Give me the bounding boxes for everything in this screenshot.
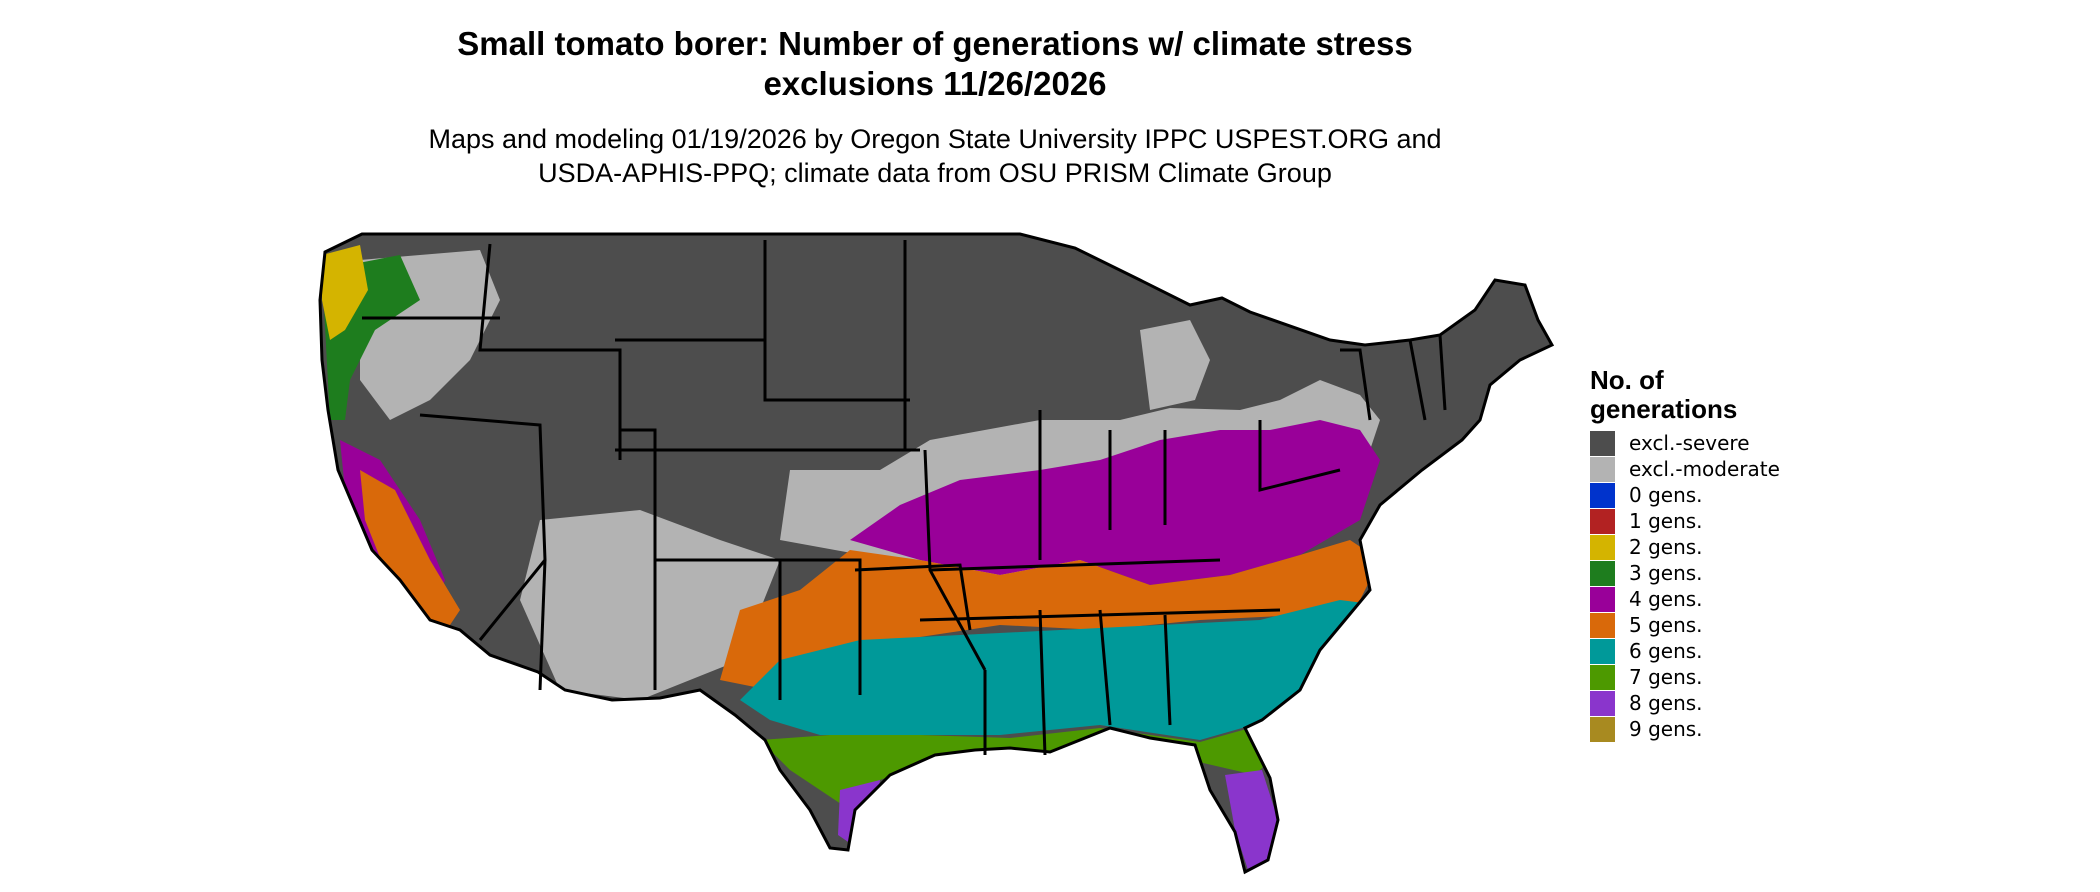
legend-item-4-gens: 4 gens. <box>1590 586 1780 612</box>
legend-label: 4 gens. <box>1629 587 1703 611</box>
map-title: Small tomato borer: Number of generation… <box>0 24 1870 104</box>
zone-4-gens <box>850 420 1380 585</box>
zone-2-gens <box>322 245 368 340</box>
zone-6-gens <box>740 600 1380 740</box>
legend-swatch <box>1590 638 1615 664</box>
title-line-2: exclusions 11/26/2026 <box>763 65 1107 102</box>
legend-swatch <box>1590 612 1615 638</box>
us-generations-map <box>318 232 1554 874</box>
legend-label: 9 gens. <box>1629 717 1703 741</box>
legend-title: No. of generations <box>1590 366 1780 424</box>
zone-5-gens-california <box>360 470 460 640</box>
legend-swatch <box>1590 716 1615 742</box>
legend-label: 5 gens. <box>1629 613 1703 637</box>
legend: No. of generations excl.-severe excl.-mo… <box>1590 366 1780 742</box>
legend-label: 2 gens. <box>1629 535 1703 559</box>
zone-8-gens-florida <box>1225 770 1278 870</box>
legend-label: 6 gens. <box>1629 639 1703 663</box>
legend-swatch <box>1590 690 1615 716</box>
legend-item-excl-severe: excl.-severe <box>1590 430 1780 456</box>
legend-title-line-1: No. of <box>1590 365 1664 395</box>
legend-label: 0 gens. <box>1629 483 1703 507</box>
legend-item-2-gens: 2 gens. <box>1590 534 1780 560</box>
legend-swatch <box>1590 482 1615 508</box>
legend-swatch <box>1590 456 1615 482</box>
state-borders <box>318 232 1554 874</box>
legend-item-8-gens: 8 gens. <box>1590 690 1780 716</box>
legend-items: excl.-severe excl.-moderate 0 gens. 1 ge… <box>1590 430 1780 742</box>
legend-label: 7 gens. <box>1629 665 1703 689</box>
subtitle-line-1: Maps and modeling 01/19/2026 by Oregon S… <box>428 124 1442 154</box>
legend-swatch <box>1590 560 1615 586</box>
legend-label: 1 gens. <box>1629 509 1703 533</box>
legend-item-1-gens: 1 gens. <box>1590 508 1780 534</box>
legend-swatch <box>1590 430 1615 456</box>
legend-item-7-gens: 7 gens. <box>1590 664 1780 690</box>
legend-swatch <box>1590 508 1615 534</box>
legend-item-6-gens: 6 gens. <box>1590 638 1780 664</box>
subtitle-line-2: USDA-APHIS-PPQ; climate data from OSU PR… <box>538 158 1332 188</box>
legend-item-3-gens: 3 gens. <box>1590 560 1780 586</box>
legend-label: excl.-moderate <box>1629 457 1780 481</box>
legend-item-5-gens: 5 gens. <box>1590 612 1780 638</box>
legend-label: excl.-severe <box>1629 431 1750 455</box>
legend-item-0-gens: 0 gens. <box>1590 482 1780 508</box>
legend-label: 3 gens. <box>1629 561 1703 585</box>
legend-title-line-2: generations <box>1590 394 1738 424</box>
legend-item-excl-moderate: excl.-moderate <box>1590 456 1780 482</box>
legend-swatch <box>1590 534 1615 560</box>
zone-excl-moderate-southwest <box>520 510 780 700</box>
zone-excl-moderate-michigan <box>1140 320 1210 410</box>
map-subtitle: Maps and modeling 01/19/2026 by Oregon S… <box>0 122 1870 190</box>
legend-swatch <box>1590 664 1615 690</box>
legend-swatch <box>1590 586 1615 612</box>
legend-item-9-gens: 9 gens. <box>1590 716 1780 742</box>
legend-label: 8 gens. <box>1629 691 1703 715</box>
title-line-1: Small tomato borer: Number of generation… <box>457 25 1413 62</box>
